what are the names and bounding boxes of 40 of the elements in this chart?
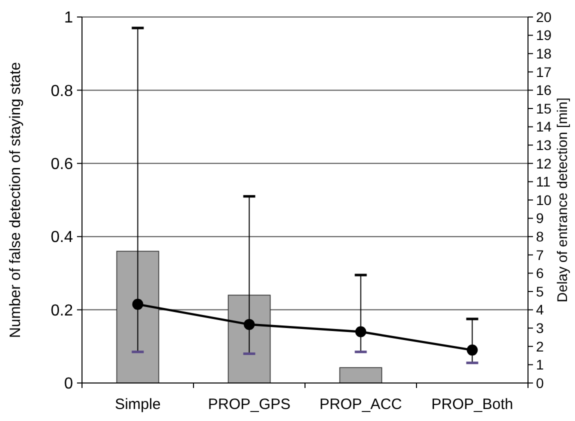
x-tick-label: Simple bbox=[114, 396, 161, 413]
x-tick-label: PROP_GPS bbox=[208, 396, 291, 413]
bar bbox=[228, 294, 271, 384]
point bbox=[132, 298, 144, 310]
y2-tick-label: 13 bbox=[536, 137, 552, 153]
y2-tick-label: 12 bbox=[536, 155, 552, 172]
y2-tick-label: 10 bbox=[536, 192, 552, 208]
y2-axis-title: Delay of entrance detection [min] bbox=[554, 98, 570, 302]
y2-tick-label: 20 bbox=[536, 8, 552, 25]
y2-tick-label: 6 bbox=[536, 265, 544, 282]
bar bbox=[339, 367, 382, 384]
y2-tick-label: 15 bbox=[536, 100, 552, 116]
y2-tick-label: 3 bbox=[536, 320, 544, 336]
x-tick-label: PROP_ACC bbox=[319, 396, 402, 413]
y2-tick-label: 14 bbox=[536, 118, 552, 135]
x-tick-label: PROP_Both bbox=[431, 396, 514, 413]
y-tick-label: 0.4 bbox=[50, 229, 74, 246]
y2-tick-label: 2 bbox=[536, 338, 544, 354]
y2-tick-label: 18 bbox=[536, 46, 552, 62]
y2-tick-label: 5 bbox=[536, 283, 544, 300]
y2-tick-label: 0 bbox=[536, 374, 544, 391]
y-tick-label: 1 bbox=[64, 10, 74, 27]
y2-tick-label: 19 bbox=[536, 27, 552, 44]
y2-tick-label: 9 bbox=[536, 210, 544, 226]
y-tick-label: 0.2 bbox=[50, 302, 74, 320]
y2-tick-label: 8 bbox=[536, 228, 544, 244]
y2-tick-label: 17 bbox=[536, 64, 552, 80]
bar bbox=[116, 250, 160, 384]
y-axis-title: Number of false detection of staying state bbox=[7, 62, 24, 338]
y2-tick-label: 16 bbox=[536, 82, 552, 98]
y2-tick-label: 7 bbox=[536, 246, 544, 263]
y-tick-label: 0.6 bbox=[50, 156, 74, 173]
y2-tick-label: 1 bbox=[536, 356, 544, 373]
y2-tick-label: 11 bbox=[536, 174, 551, 190]
y-tick-label: 0.8 bbox=[50, 82, 74, 100]
point bbox=[355, 326, 366, 338]
point bbox=[244, 318, 255, 330]
y-tick-label: 0 bbox=[64, 376, 74, 393]
point bbox=[466, 344, 478, 356]
y2-tick-label: 4 bbox=[536, 302, 544, 318]
